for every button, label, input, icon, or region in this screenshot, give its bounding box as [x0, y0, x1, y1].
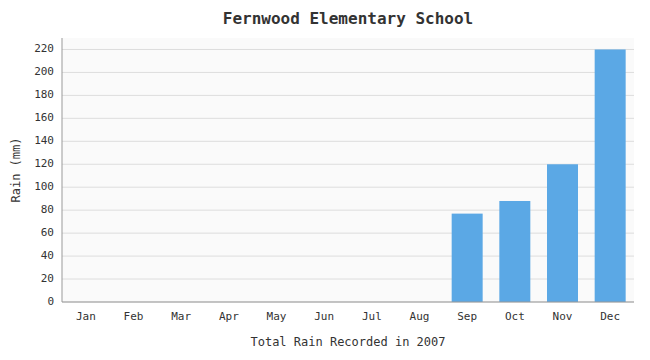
- y-tick-label: 20: [41, 272, 54, 285]
- x-tick-label: Sep: [457, 310, 477, 323]
- chart: 0 20 40 60 80 100 120 140 160 180 200 220 Jan Feb Mar A…: [0, 0, 650, 360]
- y-tick-label: 200: [34, 65, 54, 78]
- x-tick-label: Mar: [171, 310, 191, 323]
- y-tick-label: 80: [41, 203, 54, 216]
- y-axis-label: Rain (mm): [9, 137, 23, 202]
- bar: [595, 49, 626, 302]
- y-tick-label: 160: [34, 111, 54, 124]
- y-tick-label: 140: [34, 134, 54, 147]
- x-axis-line: [62, 302, 634, 303]
- y-tick-label: 120: [34, 157, 54, 170]
- plot-area: [62, 38, 634, 302]
- y-tick-label: 0: [47, 295, 54, 308]
- x-tick-label: Feb: [124, 310, 144, 323]
- x-tick-label: Jan: [76, 310, 96, 323]
- x-axis-label: Total Rain Recorded in 2007: [250, 335, 445, 349]
- bar: [499, 201, 530, 302]
- x-tick-label: Jun: [314, 310, 334, 323]
- x-tick-label: Dec: [600, 310, 620, 323]
- y-tick-label: 180: [34, 88, 54, 101]
- title: Fernwood Elementary School: [223, 9, 473, 28]
- grid-line: [62, 72, 634, 73]
- y-tick-label: 60: [41, 226, 54, 239]
- grid-line: [62, 49, 634, 50]
- x-tick-label: Aug: [410, 310, 430, 323]
- grid-line: [62, 95, 634, 96]
- x-tick-label: Jul: [362, 310, 382, 323]
- bar: [547, 164, 578, 302]
- y-axis-line: [62, 38, 63, 302]
- y-tick-label: 100: [34, 180, 54, 193]
- bar: [452, 214, 483, 302]
- x-tick-label: Nov: [553, 310, 573, 323]
- bars: [452, 49, 626, 302]
- y-tick-label: 40: [41, 249, 54, 262]
- x-tick-label: Apr: [219, 310, 239, 323]
- grid-line: [62, 141, 634, 142]
- y-tick-label: 220: [34, 42, 54, 55]
- grid-line: [62, 118, 634, 119]
- grid-line: [62, 302, 634, 303]
- x-tick-label: Oct: [505, 310, 525, 323]
- x-tick-label: May: [267, 310, 287, 323]
